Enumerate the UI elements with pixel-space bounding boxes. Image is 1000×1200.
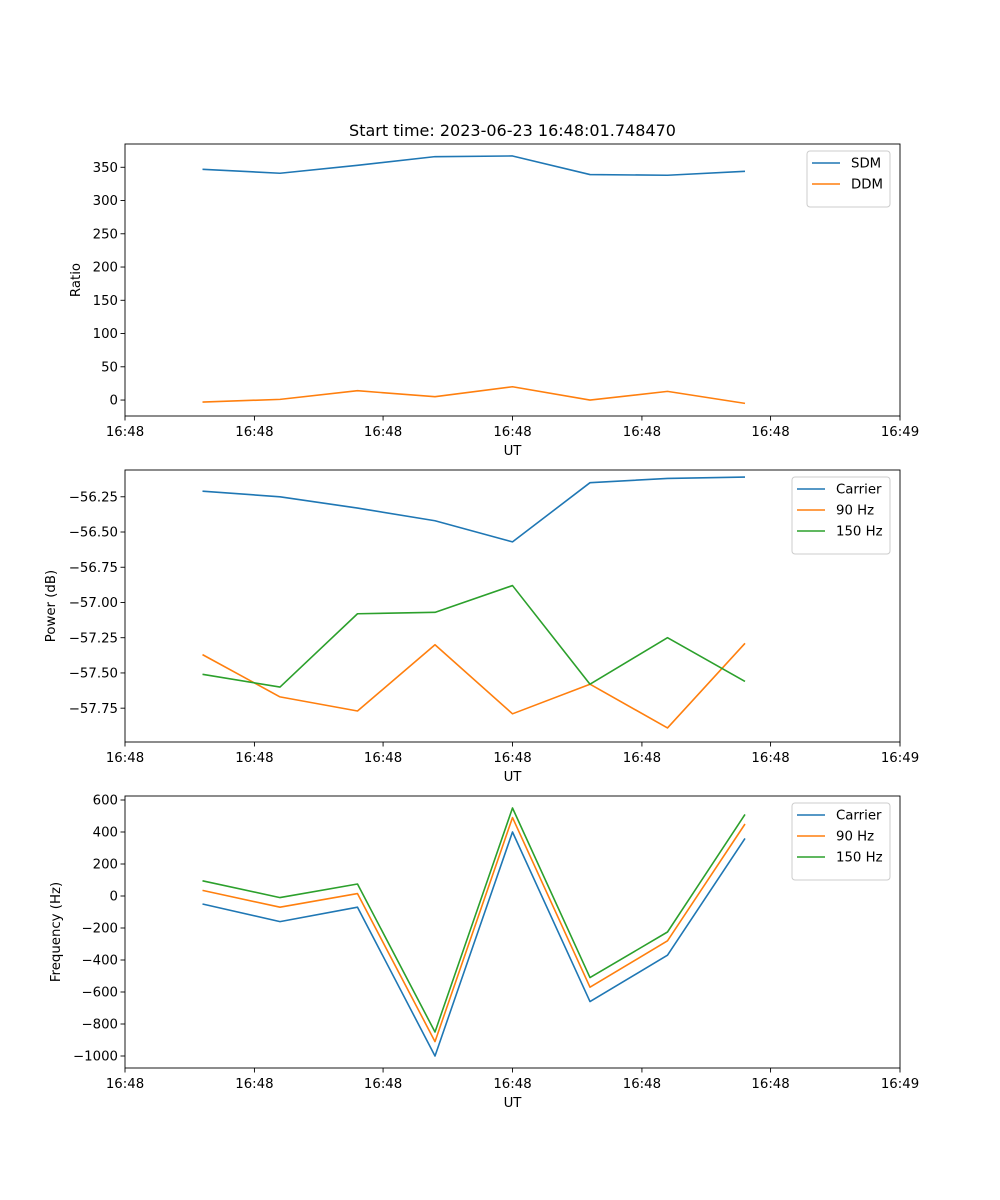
x-tick-label: 16:49 — [881, 1077, 919, 1092]
y-tick-label: 300 — [93, 194, 118, 209]
panel-2: 16:48 16:48 16:48 16:48 16:48 16:48 16:49 −57.7… — [44, 469, 919, 785]
y-tick-label: 100 — [93, 327, 118, 342]
series-line-150-hz — [202, 584, 746, 688]
y-tick-label: −57.25 — [69, 631, 118, 646]
x-tick-label: 16:48 — [364, 1077, 402, 1092]
y-tick-label: −800 — [81, 1018, 118, 1033]
y-tick-label: −600 — [81, 986, 118, 1001]
x-tick-label: 16:48 — [235, 751, 273, 766]
panels: 16:48 16:48 16:48 16:48 16:48 16:48 16:49 0 50 10… — [44, 143, 919, 1111]
x-tick-label: 16:48 — [623, 425, 661, 440]
x-axis-label: UT — [504, 1096, 523, 1111]
y-tick-label: −56.75 — [69, 561, 118, 576]
y-tick-label: 150 — [93, 294, 118, 309]
series-line-carrier — [202, 831, 746, 1057]
legend-entry: 150 Hz — [836, 525, 883, 540]
y-tick-label: −200 — [81, 922, 118, 937]
x-axis-label: UT — [504, 444, 523, 459]
x-axis-label: UT — [504, 770, 523, 785]
y-tick-label: −400 — [81, 954, 118, 969]
series-line-sdm — [202, 155, 746, 177]
y-axis-label: Frequency (Hz) — [49, 882, 64, 982]
legend-entry: Carrier — [836, 809, 882, 824]
legend-entry: 90 Hz — [836, 830, 874, 845]
y-tick-label: 50 — [101, 360, 118, 375]
legend-entry: Carrier — [836, 483, 882, 498]
x-tick-label: 16:49 — [881, 751, 919, 766]
legend-box — [791, 802, 891, 881]
legend-entry: DDM — [851, 178, 883, 193]
y-tick-label: −57.50 — [69, 667, 118, 682]
series-line-90-hz — [202, 642, 746, 729]
x-tick-label: 16:48 — [235, 425, 273, 440]
legend: SDM DDM — [806, 150, 891, 208]
x-tick-label: 16:48 — [235, 1077, 273, 1092]
legend-box — [806, 150, 891, 208]
legend-entry: 90 Hz — [836, 504, 874, 519]
legend: Carrier 90 Hz 150 Hz — [791, 802, 891, 881]
legend-box — [791, 476, 891, 555]
y-axis-label: Ratio — [69, 263, 84, 297]
x-tick-label: 16:48 — [751, 751, 789, 766]
y-axis-label: Power (dB) — [44, 570, 59, 642]
y-tick-label: 350 — [93, 161, 118, 176]
y-tick-label: 0 — [110, 394, 118, 409]
panel-3: 16:48 16:48 16:48 16:48 16:48 16:48 16:49 −1000… — [49, 794, 919, 1111]
y-tick-label: −56.50 — [69, 526, 118, 541]
y-tick-label: −1000 — [73, 1050, 118, 1065]
y-tick-label: 400 — [93, 826, 118, 841]
panel-1: 16:48 16:48 16:48 16:48 16:48 16:48 16:49 0 50 10… — [69, 143, 919, 459]
y-tick-label: 0 — [110, 890, 118, 905]
x-tick-label: 16:48 — [751, 1077, 789, 1092]
series-line-150-hz — [202, 807, 746, 1033]
chart-title: Start time: 2023-06-23 16:48:01.748470 — [349, 121, 676, 140]
x-tick-label: 16:48 — [106, 425, 144, 440]
y-tick-label: 200 — [93, 858, 118, 873]
x-tick-label: 16:49 — [881, 425, 919, 440]
series-line-carrier — [202, 476, 746, 543]
x-tick-label: 16:48 — [364, 425, 402, 440]
x-tick-label: 16:48 — [106, 1077, 144, 1092]
series-line-ddm — [202, 385, 746, 405]
x-tick-label: 16:48 — [364, 751, 402, 766]
x-tick-label: 16:48 — [623, 751, 661, 766]
series-line-90-hz — [202, 816, 746, 1043]
x-tick-label: 16:48 — [106, 751, 144, 766]
x-tick-label: 16:48 — [493, 1077, 531, 1092]
y-tick-label: −57.00 — [69, 596, 118, 611]
y-tick-label: −57.75 — [69, 702, 118, 717]
legend-entry: SDM — [851, 157, 881, 172]
x-tick-label: 16:48 — [623, 1077, 661, 1092]
y-tick-label: 200 — [93, 261, 118, 276]
legend-entry: 150 Hz — [836, 851, 883, 866]
x-tick-label: 16:48 — [493, 751, 531, 766]
x-tick-label: 16:48 — [751, 425, 789, 440]
x-tick-label: 16:48 — [493, 425, 531, 440]
y-tick-label: −56.25 — [69, 490, 118, 505]
y-tick-label: 600 — [93, 794, 118, 809]
y-tick-label: 250 — [93, 227, 118, 242]
legend: Carrier 90 Hz 150 Hz — [791, 476, 891, 555]
